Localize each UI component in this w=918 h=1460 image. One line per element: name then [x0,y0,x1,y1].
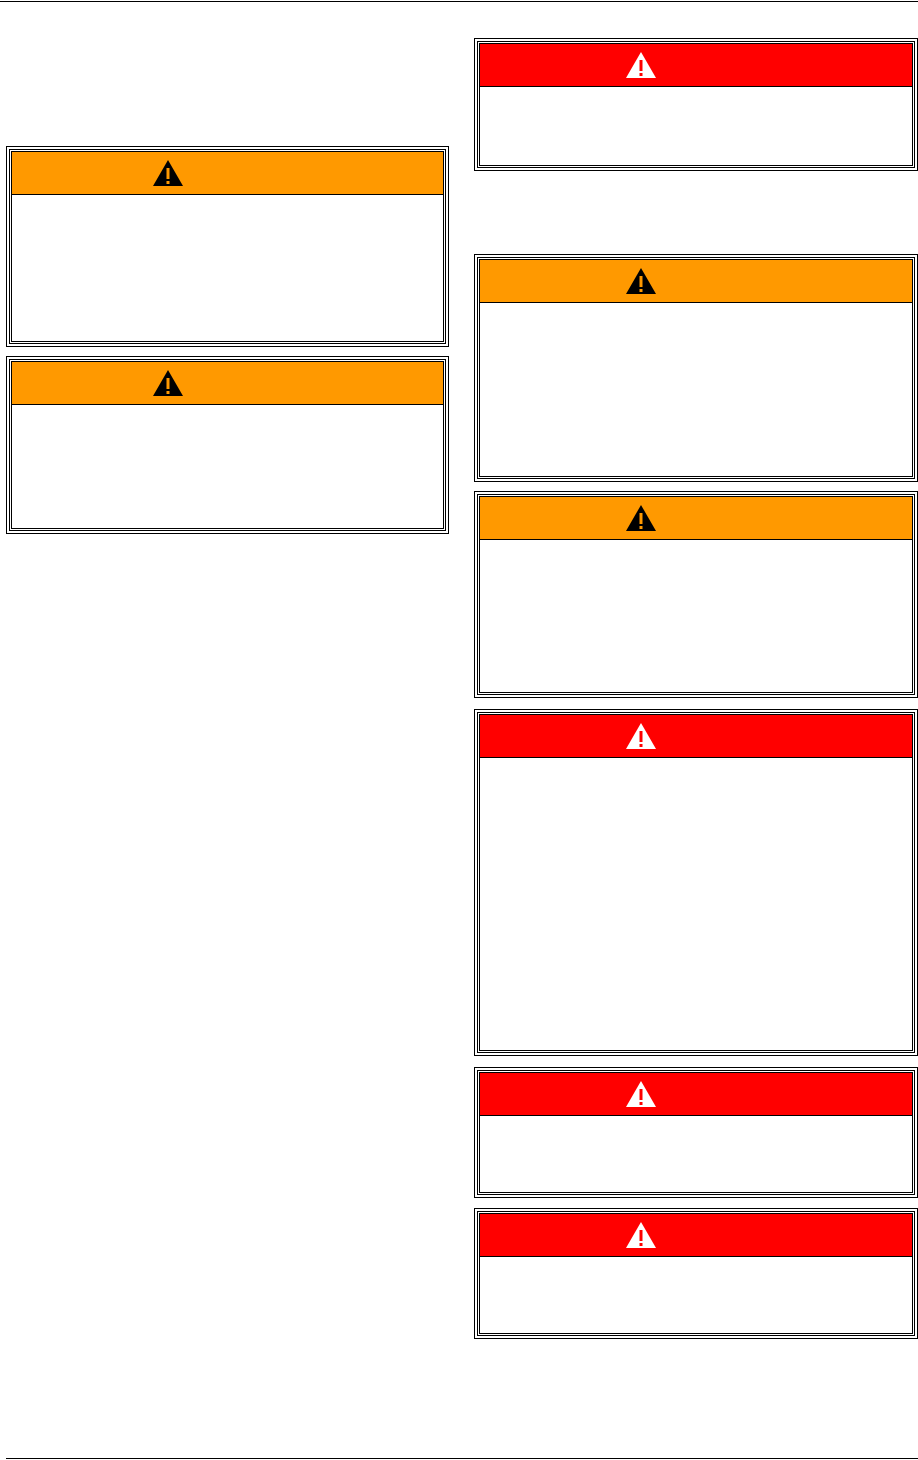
danger-notice-box [474,38,918,171]
warning-header [12,362,443,405]
notice-body [480,540,912,692]
header-rule [0,1,918,2]
warning-notice-box [474,254,918,482]
warning-notice-box [6,356,449,534]
notice-body [12,195,443,341]
warning-triangle-icon [626,268,656,294]
danger-triangle-icon [626,52,656,78]
notice-body [480,87,912,165]
warning-header [480,260,912,303]
danger-triangle-icon [626,1081,656,1107]
notice-body [480,758,912,1050]
danger-header [480,1073,912,1116]
notice-body [480,1257,912,1333]
danger-triangle-icon [626,1222,656,1248]
notice-body [12,405,443,528]
notice-body [480,1116,912,1192]
warning-header [480,497,912,540]
danger-header [480,44,912,87]
warning-notice-box [6,146,449,347]
danger-notice-box [474,709,918,1056]
danger-header [480,715,912,758]
warning-triangle-icon [153,370,183,396]
warning-triangle-icon [626,505,656,531]
warning-notice-box [474,491,918,698]
danger-header [480,1214,912,1257]
danger-notice-box [474,1208,918,1339]
notice-body [480,303,912,476]
danger-triangle-icon [626,723,656,749]
danger-notice-box [474,1067,918,1198]
footer-rule [6,1458,918,1459]
warning-triangle-icon [153,160,183,186]
warning-header [12,152,443,195]
